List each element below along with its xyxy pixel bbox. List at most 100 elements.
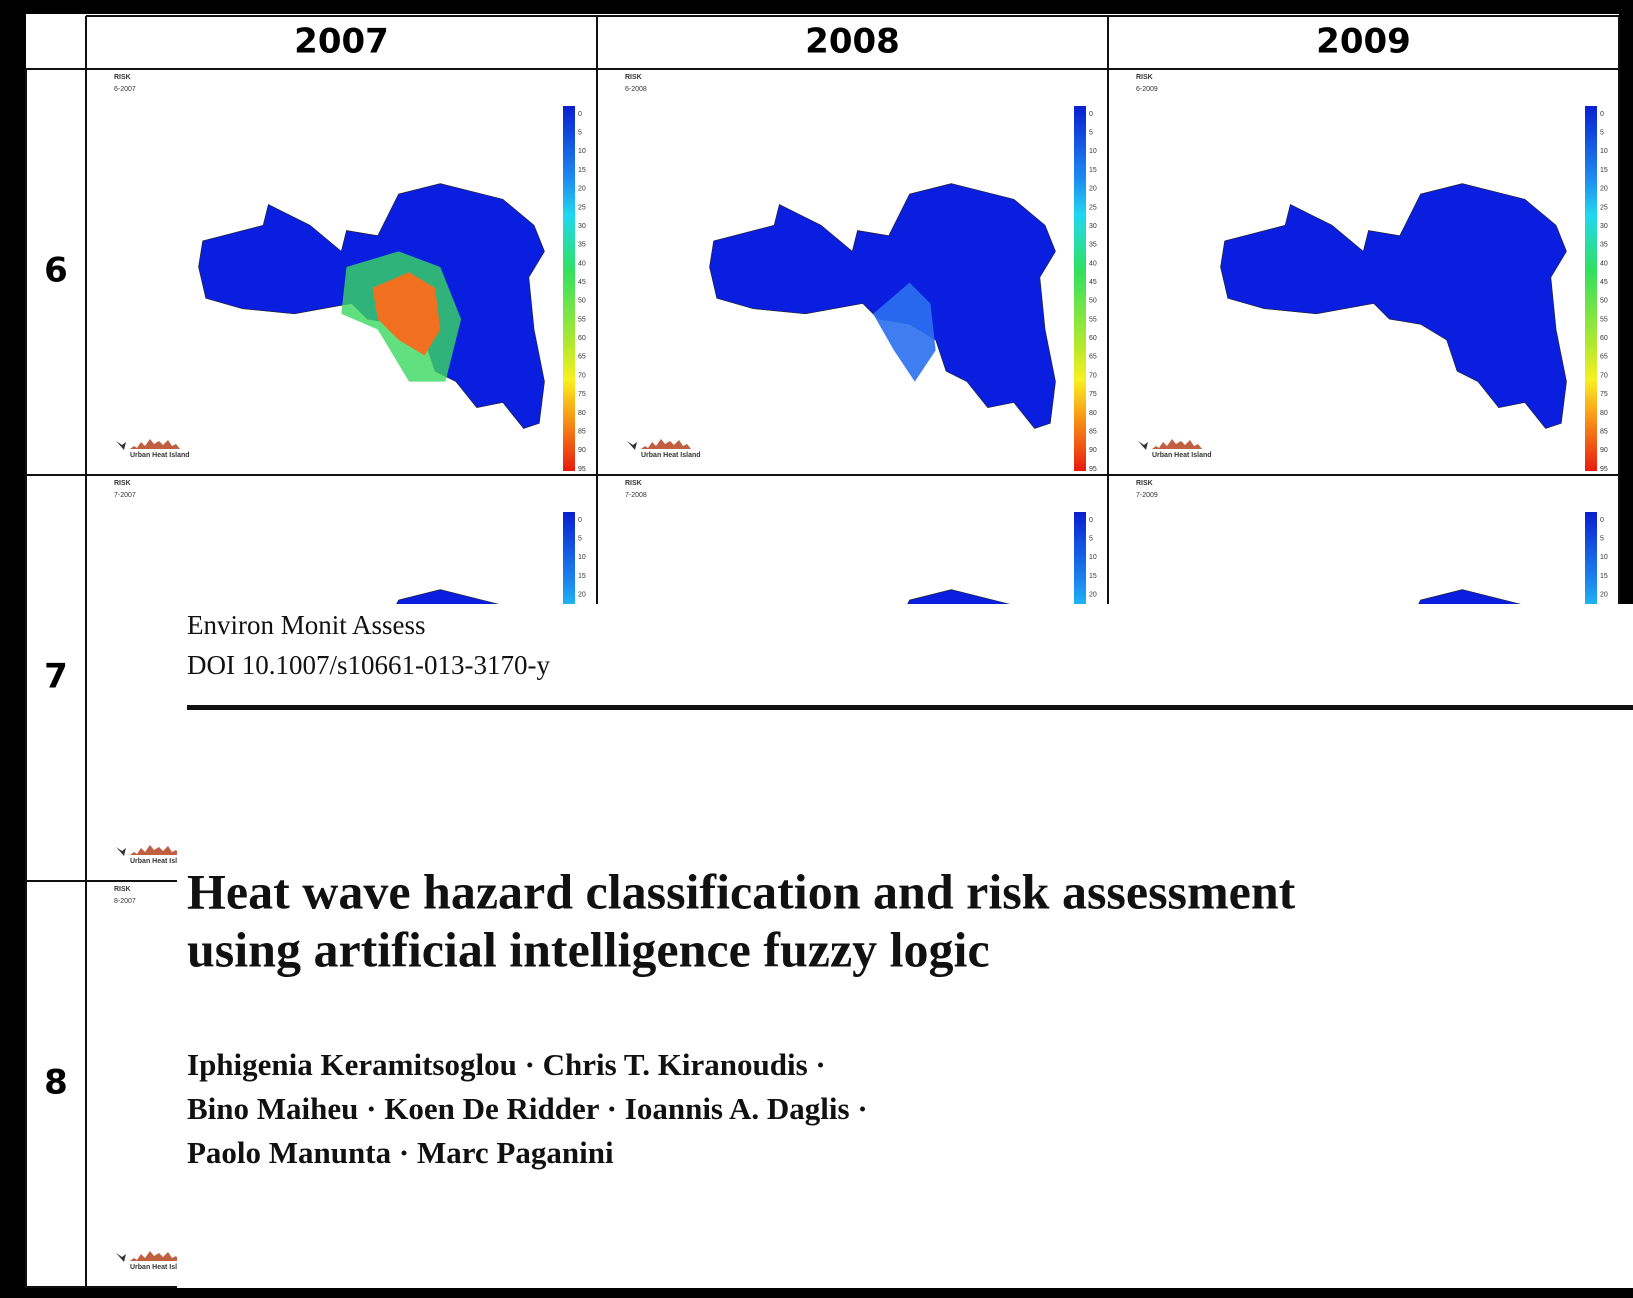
colorbar-tick-label: 60 — [1600, 335, 1608, 342]
colorbar-tick-label: 5 — [1600, 536, 1604, 543]
colorbar-tick-label: 50 — [578, 298, 586, 305]
colorbar-tick-label: 35 — [1089, 242, 1097, 249]
map-panel: RISK 6-2008 0 5 10 15 20 25 30 35 40 45 50 55 60 65 70 75… — [625, 74, 1097, 473]
hotspot-orange — [372, 272, 441, 356]
map — [198, 183, 546, 430]
colorbar-tick-label: 95 — [1089, 466, 1097, 473]
colorbar-tick-label: 70 — [1089, 372, 1097, 379]
colorbar-tick-label: 35 — [1600, 242, 1608, 249]
colorbar-tick-label: 20 — [1089, 592, 1097, 599]
colorbar — [1585, 106, 1597, 471]
colorbar-tick-label: 80 — [1600, 410, 1608, 417]
panel-title: RISK — [114, 886, 131, 893]
logo-icon — [116, 847, 126, 856]
colorbar-tick-label: 20 — [578, 186, 586, 193]
colorbar-tick-label: 20 — [578, 592, 586, 599]
colorbar-tick-label: 25 — [578, 204, 586, 211]
column-header: 2008 — [805, 22, 900, 62]
colorbar-tick-label: 5 — [1089, 536, 1093, 543]
panel-title: RISK — [114, 480, 131, 487]
colorbar-tick-label: 20 — [1089, 186, 1097, 193]
colorbar-tick-label: 65 — [578, 354, 586, 361]
panel-date: 7-2007 — [114, 492, 136, 499]
colorbar-tick-label: 35 — [578, 242, 586, 249]
colorbar-tick-label: 65 — [1089, 354, 1097, 361]
logo-skyline — [130, 439, 180, 449]
logo-text: Urban Heat Island — [130, 858, 190, 865]
colorbar-tick-label: 85 — [578, 428, 586, 435]
logo-icon — [627, 441, 637, 450]
colorbar-tick-label: 5 — [1089, 130, 1093, 137]
colorbar-tick-label: 0 — [1600, 111, 1604, 118]
colorbar-tick-label: 90 — [578, 447, 586, 454]
colorbar-tick-label: 15 — [578, 167, 586, 174]
colorbar-tick-label: 80 — [1089, 410, 1097, 417]
colorbar-tick-label: 20 — [1600, 186, 1608, 193]
colorbar-tick-label: 5 — [578, 130, 582, 137]
column-header: 2007 — [294, 22, 389, 62]
colorbar — [563, 106, 575, 471]
authors-line: Iphigenia Keramitsoglou · Chris T. Kiran… — [187, 1047, 826, 1082]
colorbar-tick-label: 10 — [578, 148, 586, 155]
colorbar-tick-label: 5 — [1600, 130, 1604, 137]
map — [709, 183, 1057, 430]
colorbar-tick-label: 70 — [1600, 372, 1608, 379]
logo-skyline — [130, 845, 180, 855]
hotspot-light — [873, 282, 936, 382]
colorbar-tick-label: 75 — [1600, 391, 1608, 398]
colorbar-tick-label: 0 — [1600, 517, 1604, 524]
panel-date: 8-2007 — [114, 898, 136, 905]
rule — [187, 705, 1633, 710]
colorbar-tick-label: 0 — [1089, 111, 1093, 118]
colorbar-tick-label: 55 — [1600, 316, 1608, 323]
panel-title: RISK — [625, 480, 642, 487]
colorbar-tick-label: 15 — [1600, 167, 1608, 174]
logo-icon — [116, 441, 126, 450]
colorbar-tick-label: 10 — [1089, 148, 1097, 155]
doi: DOI 10.1007/s10661-013-3170-y — [187, 650, 550, 680]
panel-date: 7-2008 — [625, 492, 647, 499]
colorbar-tick-label: 60 — [1089, 335, 1097, 342]
colorbar-tick-label: 95 — [578, 466, 586, 473]
colorbar-tick-label: 50 — [1089, 298, 1097, 305]
logo-text: Urban Heat Island — [130, 1264, 190, 1271]
colorbar-tick-label: 70 — [578, 372, 586, 379]
colorbar-tick-label: 55 — [1089, 316, 1097, 323]
colorbar-tick-label: 45 — [1600, 279, 1608, 286]
row-header: 8 — [44, 1063, 68, 1103]
colorbar-tick-label: 65 — [1600, 354, 1608, 361]
row-header: 6 — [44, 251, 68, 291]
colorbar-tick-label: 10 — [1600, 554, 1608, 561]
colorbar-tick-label: 85 — [1600, 428, 1608, 435]
colorbar-tick-label: 0 — [1089, 517, 1093, 524]
logo-icon — [116, 1253, 126, 1262]
overlay-background — [177, 604, 1633, 1288]
colorbar-tick-label: 45 — [578, 279, 586, 286]
panel-title: RISK — [625, 74, 642, 81]
row-header: 7 — [44, 657, 68, 697]
title-line: using artificial intelligence fuzzy logi… — [187, 921, 990, 977]
panel-title: RISK — [1136, 74, 1153, 81]
logo-text: Urban Heat Island — [1152, 452, 1212, 459]
colorbar-tick-label: 50 — [1600, 298, 1608, 305]
colorbar-tick-label: 75 — [578, 391, 586, 398]
logo-icon — [1138, 441, 1148, 450]
colorbar-tick-label: 85 — [1089, 428, 1097, 435]
colorbar-tick-label: 55 — [578, 316, 586, 323]
colorbar-tick-label: 30 — [578, 223, 586, 230]
colorbar-tick-label: 90 — [1600, 447, 1608, 454]
colorbar-tick-label: 95 — [1600, 466, 1608, 473]
colorbar-tick-label: 40 — [1600, 260, 1608, 267]
panel-date: 6-2007 — [114, 86, 136, 93]
colorbar-tick-label: 80 — [578, 410, 586, 417]
journal: Environ Monit Assess — [187, 610, 426, 640]
colorbar-tick-label: 30 — [1600, 223, 1608, 230]
title-line: Heat wave hazard classification and risk… — [187, 863, 1296, 919]
panel-title: RISK — [114, 74, 131, 81]
colorbar-tick-label: 25 — [1600, 204, 1608, 211]
colorbar-tick-label: 10 — [1600, 148, 1608, 155]
colorbar-tick-label: 25 — [1089, 204, 1097, 211]
panel-date: 6-2008 — [625, 86, 647, 93]
panel-title: RISK — [1136, 480, 1153, 487]
colorbar-tick-label: 30 — [1089, 223, 1097, 230]
